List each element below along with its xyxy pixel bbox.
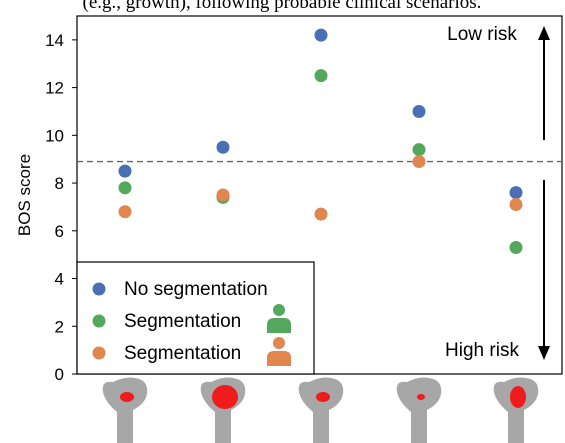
y-axis-label: BOS score bbox=[15, 154, 34, 236]
y-tick-label: 2 bbox=[55, 317, 64, 336]
point-no-segmentation bbox=[412, 104, 426, 118]
femur-icon bbox=[396, 377, 442, 443]
point-no-segmentation bbox=[216, 140, 230, 154]
point-segmentation-orange bbox=[509, 198, 523, 212]
legend-marker-segmentation-green bbox=[92, 314, 106, 328]
legend-label-segmentation-green: Segmentation bbox=[124, 311, 241, 332]
lesion-mark bbox=[510, 386, 526, 408]
up-arrow-icon bbox=[538, 26, 550, 140]
person-icon-orange bbox=[267, 337, 291, 366]
y-tick-label: 0 bbox=[55, 365, 64, 384]
femur-thumbnails bbox=[102, 377, 539, 443]
lesion-mark bbox=[120, 392, 134, 402]
point-segmentation-green bbox=[412, 143, 426, 157]
y-tick-label: 8 bbox=[55, 174, 64, 193]
point-no-segmentation bbox=[509, 186, 523, 200]
legend-label-no-segmentation: No segmentation bbox=[124, 279, 268, 300]
point-segmentation-green bbox=[509, 241, 523, 255]
plot-frame bbox=[76, 15, 563, 375]
caption-fragment: (e.g., growth), following probable clini… bbox=[83, 0, 482, 13]
data-points bbox=[118, 28, 523, 255]
y-tick-label: 6 bbox=[55, 222, 64, 241]
femur-icon bbox=[200, 377, 246, 443]
legend: No segmentation Segmentation Segmentatio… bbox=[76, 261, 315, 375]
person-icon-green bbox=[267, 304, 291, 333]
legend-label-segmentation-orange: Segmentation bbox=[124, 343, 241, 364]
down-arrow-icon bbox=[538, 180, 550, 360]
femur-icon bbox=[493, 377, 539, 443]
point-no-segmentation bbox=[118, 164, 132, 178]
point-segmentation-orange bbox=[118, 205, 132, 219]
point-segmentation-orange bbox=[314, 207, 328, 221]
point-segmentation-orange bbox=[216, 188, 230, 202]
point-segmentation-orange bbox=[412, 155, 426, 169]
lesion-mark bbox=[212, 385, 238, 409]
point-segmentation-green bbox=[118, 181, 132, 195]
femur-icon bbox=[102, 377, 148, 443]
low-risk-label: Low risk bbox=[447, 24, 517, 45]
y-tick-label: 14 bbox=[45, 31, 64, 50]
y-tick-label: 10 bbox=[45, 126, 64, 145]
point-segmentation-green bbox=[314, 69, 328, 83]
y-tick-label: 4 bbox=[55, 270, 64, 289]
y-axis: 0 2 4 6 8 10 12 14 bbox=[45, 31, 77, 384]
femur-icon bbox=[298, 377, 344, 443]
high-risk-label: High risk bbox=[445, 340, 519, 361]
y-tick-label: 12 bbox=[45, 79, 64, 98]
legend-marker-segmentation-orange bbox=[92, 346, 106, 360]
legend-marker-no-segmentation bbox=[92, 282, 106, 296]
point-no-segmentation bbox=[314, 28, 328, 42]
lesion-mark bbox=[316, 392, 330, 402]
lesion-mark bbox=[417, 394, 425, 400]
